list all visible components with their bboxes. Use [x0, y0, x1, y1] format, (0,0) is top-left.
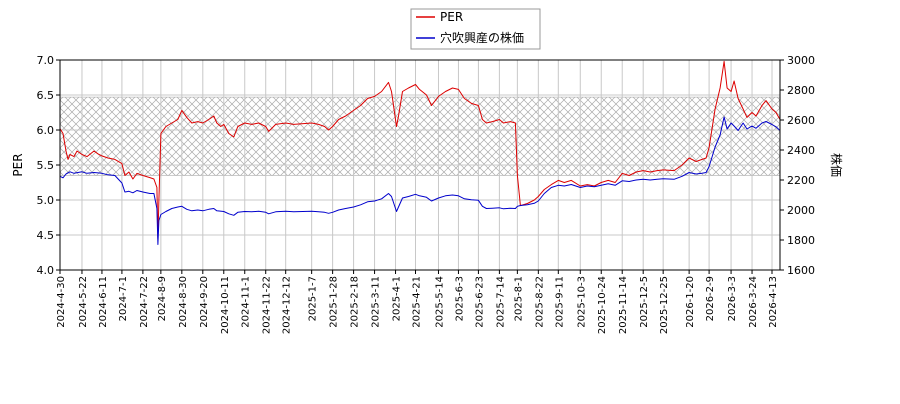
series-line-per	[60, 60, 780, 239]
y-left-tick-label: 6.0	[37, 124, 55, 137]
x-tick-label: 2024-8-30	[178, 276, 189, 328]
x-tick-label: 2026-1-20	[685, 276, 696, 328]
series-line-price	[60, 116, 780, 245]
x-tick-label: 2025-10-24	[597, 276, 608, 334]
x-tick-label: 2026-3-3	[727, 276, 738, 321]
y-axis-right-label: 株価	[829, 153, 844, 177]
x-tick-label: 2025-7-14	[495, 276, 506, 328]
x-tick-label: 2025-8-1	[513, 276, 524, 321]
range-band	[59, 96, 781, 176]
y-right-tick-label: 2800	[787, 84, 815, 97]
x-tick-label: 2024-6-11	[98, 276, 109, 328]
y-right-tick-label: 1600	[787, 264, 815, 277]
x-tick-label: 2026-4-13	[768, 276, 779, 328]
y-left-tick-label: 4.5	[37, 229, 55, 242]
x-tick-label: 2025-10-3	[576, 276, 587, 328]
x-tick-label: 2024-11-1	[241, 276, 252, 328]
x-tick-label: 2025-4-21	[412, 276, 423, 328]
y-right-tick-label: 2200	[787, 174, 815, 187]
x-tick-label: 2025-6-3	[454, 276, 465, 321]
x-tick-label: 2026-3-24	[748, 276, 759, 328]
x-tick-label: 2025-12-5	[639, 276, 650, 328]
x-tick-label: 2026-2-9	[705, 276, 716, 321]
legend-label-per: PER	[440, 10, 463, 24]
x-tick-label: 2024-7-22	[139, 276, 150, 328]
x-tick-label: 2024-5-22	[78, 276, 89, 328]
axes: 4.0 4.5 5.0 5.5 6.0 6.5 7.0 1600 1800 2000 2200 240…	[37, 54, 816, 334]
y-left-tick-label: 5.5	[37, 159, 55, 172]
legend-box	[410, 8, 541, 50]
y-right-tick-label: 3000	[787, 54, 815, 67]
y-right-tick-label: 2400	[787, 144, 815, 157]
y-axis-left-label: PER	[11, 153, 25, 176]
y-left-tick-label: 7.0	[37, 54, 55, 67]
x-tick-label: 2025-1-28	[329, 276, 340, 328]
x-tick-label: 2025-8-22	[534, 276, 545, 328]
legend-label-price: 穴吹興産の株価	[440, 30, 524, 45]
x-tick-label: 2024-10-11	[220, 276, 231, 334]
series-lines	[60, 60, 780, 245]
x-tick-label: 2025-1-7	[308, 276, 319, 321]
x-tick-label: 2025-11-14	[618, 276, 629, 334]
y-left-tick-label: 6.5	[37, 89, 55, 102]
y-left-tick-label: 4.0	[37, 264, 55, 277]
y-right-tick-label: 2600	[787, 114, 815, 127]
x-tick-label: 2024-4-30	[56, 276, 67, 328]
x-tick-label: 2025-12-25	[659, 276, 670, 334]
x-tick-label: 2025-2-18	[350, 276, 361, 328]
x-tick-label: 2025-5-14	[434, 276, 445, 328]
y-right-tick-label: 2000	[787, 204, 815, 217]
x-tick-label: 2024-7-1	[118, 276, 129, 321]
x-tick-label: 2025-9-11	[554, 276, 565, 328]
y-right-tick-label: 1800	[787, 234, 815, 247]
x-tick-label: 2024-9-20	[199, 276, 210, 328]
x-tick-label: 2024-8-9	[157, 276, 168, 321]
range-band-rect	[59, 96, 781, 176]
x-tick-label: 2025-3-11	[371, 276, 382, 328]
y-left-tick-label: 5.0	[37, 194, 55, 207]
x-tick-label: 2024-11-22	[262, 276, 273, 334]
legend: PER 穴吹興産の株価	[410, 8, 541, 50]
x-tick-label: 2025-4-1	[392, 276, 403, 321]
x-tick-label: 2025-6-23	[474, 276, 485, 328]
x-tick-label: 2024-12-12	[282, 276, 293, 334]
